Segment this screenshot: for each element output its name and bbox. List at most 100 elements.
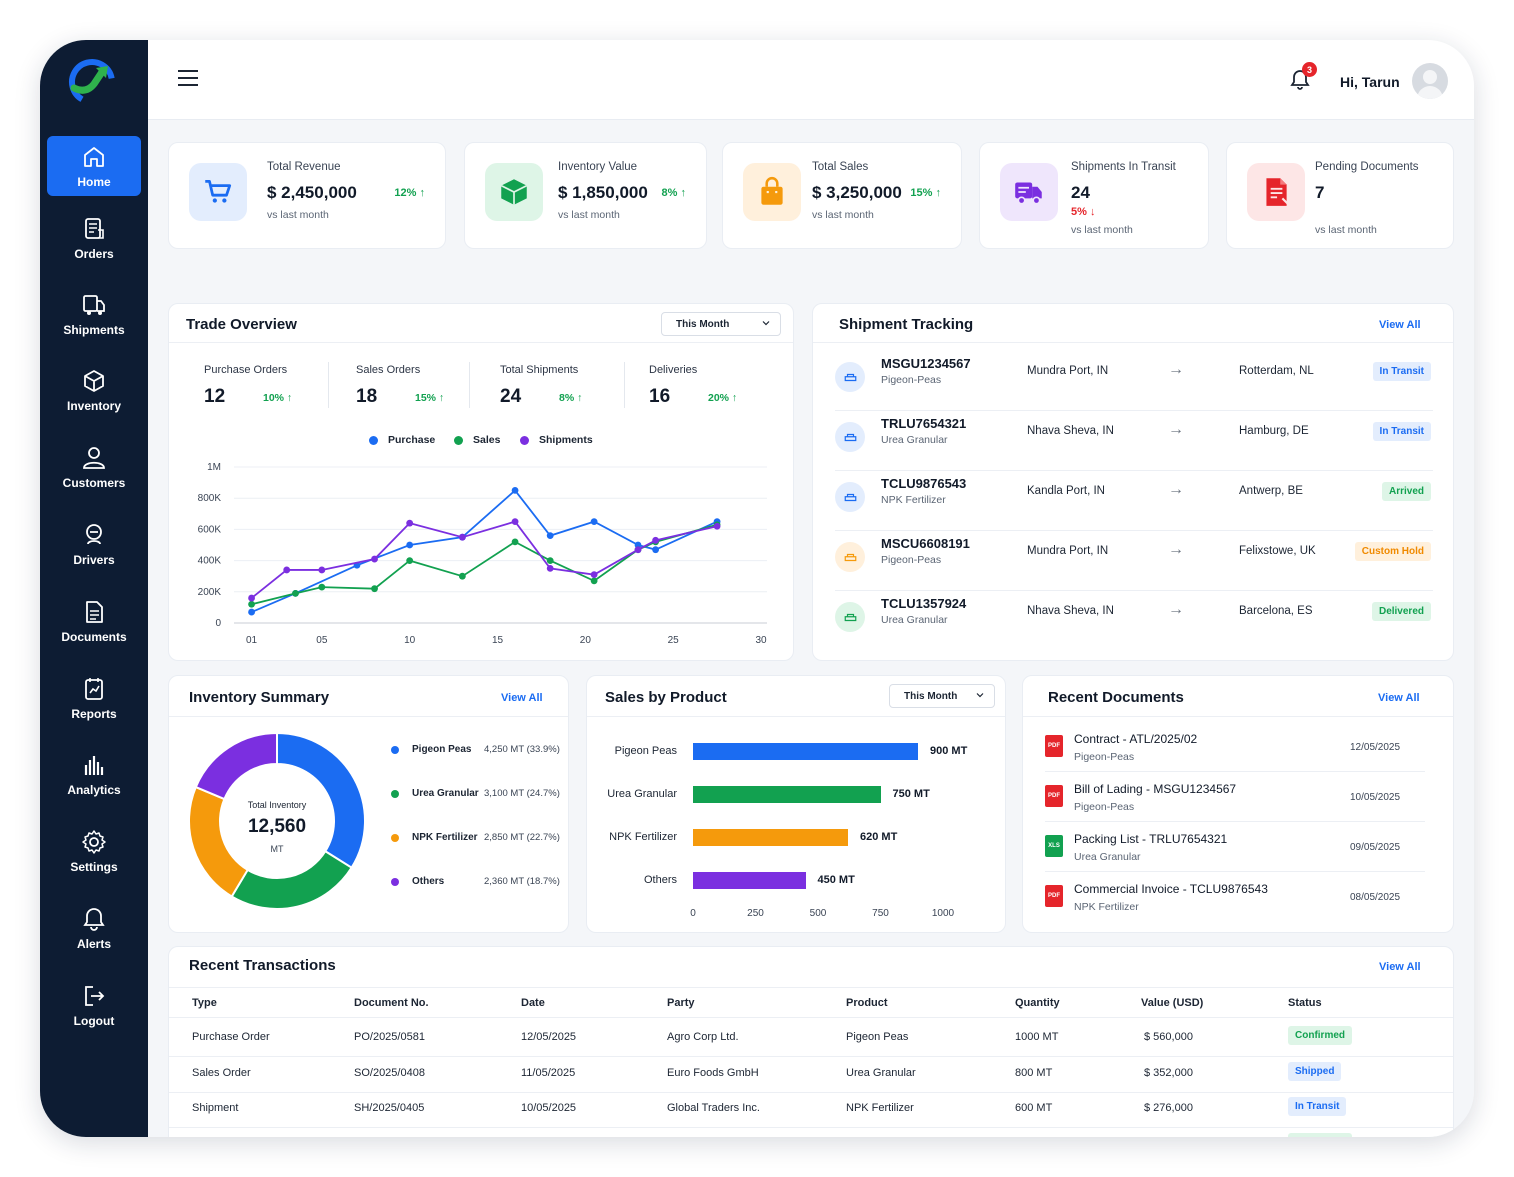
- bar-label: NPK Fertilizer: [609, 831, 677, 843]
- nav-label: Settings: [70, 859, 118, 874]
- documents-view-all-link[interactable]: View All: [1378, 692, 1420, 704]
- kpi-label: Shipments In Transit: [1071, 161, 1176, 173]
- transactions-view-all-link[interactable]: View All: [1379, 961, 1421, 973]
- nav-item-documents[interactable]: Documents: [47, 591, 141, 651]
- truck-icon: [1015, 182, 1042, 205]
- trade-overview-card: Trade Overview This Month Purchase Order…: [168, 303, 794, 661]
- nav-item-analytics[interactable]: Analytics: [47, 744, 141, 804]
- container-ship-icon: [844, 493, 856, 501]
- x-tick-label: 25: [668, 635, 680, 646]
- nav-label: Alerts: [76, 936, 111, 951]
- bar-axis-tick: 500: [809, 908, 827, 919]
- nav-item-inventory[interactable]: Inventory: [47, 360, 141, 420]
- recent-documents-title: Recent Documents: [1048, 689, 1184, 706]
- trade-period-dropdown[interactable]: This Month: [661, 312, 781, 336]
- data-point-shipments: [652, 536, 659, 544]
- shipment-destination: Antwerp, BE: [1239, 485, 1303, 497]
- shipment-product: Urea Granular: [881, 614, 948, 626]
- data-point-sales: [371, 585, 378, 593]
- document-sub: Urea Granular: [1074, 851, 1141, 863]
- table-cell: 10/05/2025: [521, 1102, 577, 1114]
- kpi-label: Total Revenue: [267, 161, 341, 173]
- data-point-shipments: [318, 566, 326, 574]
- table-row[interactable]: Purchase OrderPO/2025/058008/05/2025Farm…: [169, 1130, 1453, 1137]
- trade-stat-label: Deliveries: [649, 364, 698, 376]
- document-title[interactable]: Packing List - TRLU7654321: [1074, 832, 1228, 846]
- menu-icon[interactable]: [178, 70, 198, 88]
- legend-label: Purchase: [388, 434, 436, 446]
- inventory-unit: MT: [270, 844, 284, 854]
- kpi-card: Inventory Value $ 1,850,000 8% ↑ vs last mo…: [464, 142, 707, 249]
- donut-slice-others: [194, 731, 278, 801]
- table-row[interactable]: Sales Order SO/2025/0408 11/05/2025 Euro Fo…: [169, 1059, 1453, 1091]
- container-ship-icon: [844, 613, 856, 621]
- document-date: 10/05/2025: [1350, 792, 1401, 803]
- document-title[interactable]: Bill of Lading - MSGU1234567: [1074, 782, 1237, 796]
- data-point-shipments: [634, 546, 642, 554]
- document-title[interactable]: Commercial Invoice - TCLU9876543: [1074, 882, 1268, 896]
- table-row[interactable]: Purchase Order PO/2025/0581 12/05/2025 Agro…: [169, 1023, 1453, 1055]
- inventory-view-all-link[interactable]: View All: [501, 692, 543, 704]
- trade-overview-title: Trade Overview: [186, 316, 297, 333]
- nav-item-drivers[interactable]: Drivers: [47, 514, 141, 574]
- data-point-shipments: [406, 519, 414, 527]
- shipment-status-badge: In Transit: [1372, 422, 1431, 441]
- kpi-label: Pending Documents: [1315, 161, 1419, 173]
- kpi-icon-wrap: [189, 163, 247, 221]
- table-cell: SH/2025/0405: [354, 1102, 425, 1114]
- nav-label: Inventory: [66, 398, 121, 413]
- document-date: 09/05/2025: [1350, 842, 1401, 853]
- avatar[interactable]: [1412, 63, 1448, 99]
- inventory-item-name: Urea Granular: [412, 788, 479, 799]
- user-greeting[interactable]: Hi, Tarun: [1340, 74, 1400, 90]
- shipment-id[interactable]: TRLU7654321: [881, 416, 967, 431]
- nav-item-settings[interactable]: Settings: [47, 821, 141, 881]
- y-tick-label: 0: [215, 618, 221, 629]
- shipment-destination: Felixstowe, UK: [1239, 545, 1316, 557]
- orders-icon: [85, 217, 104, 239]
- pdf-file-icon: PDF: [1045, 735, 1063, 757]
- nav-item-reports[interactable]: Reports: [47, 668, 141, 728]
- sales-period-dropdown[interactable]: This Month: [889, 684, 995, 708]
- shipment-id[interactable]: TCLU1357924: [881, 596, 967, 611]
- data-point-purchase: [406, 541, 414, 549]
- shipment-id[interactable]: TCLU9876543: [881, 476, 967, 491]
- data-point-sales: [248, 600, 255, 608]
- nav-item-alerts[interactable]: Alerts: [47, 898, 141, 958]
- bar-pigeon-peas: [693, 743, 918, 760]
- bar-axis-tick: 750: [872, 908, 889, 919]
- table-cell: 1000 MT: [1015, 1031, 1059, 1043]
- table-cell: Urea Granular: [846, 1066, 916, 1079]
- transaction-status-badge: In Transit: [1288, 1097, 1347, 1116]
- inventory-item-name: NPK Fertilizer: [412, 832, 478, 843]
- legend-dot: [520, 436, 529, 445]
- kpi-value: $ 3,250,000: [812, 183, 902, 202]
- data-point-purchase: [590, 518, 598, 525]
- bar-axis-tick: 0: [690, 908, 696, 919]
- arrow-right-icon: →: [1168, 361, 1184, 378]
- nav-item-shipments[interactable]: Shipments: [47, 284, 141, 344]
- nav-item-home[interactable]: Home: [47, 136, 141, 196]
- table-cell: 12/05/2025: [521, 1031, 577, 1043]
- shipment-tracking-title: Shipment Tracking: [839, 316, 974, 333]
- notifications-button[interactable]: 3: [1288, 62, 1317, 94]
- nav-item-customers[interactable]: Customers: [47, 437, 141, 497]
- trade-line-chart: 0 200K 400K 600K 800K 1M 01 05 10 15 20 25 30: [198, 462, 767, 646]
- nav-item-orders[interactable]: Orders: [47, 208, 141, 268]
- data-point-purchase: [511, 487, 519, 494]
- document-title[interactable]: Contract - ATL/2025/02: [1074, 732, 1198, 746]
- data-point-shipments: [283, 566, 291, 574]
- table-cell: NPK Fertilizer: [846, 1102, 914, 1114]
- table-row[interactable]: Shipment SH/2025/0405 10/05/2025 Global Tra…: [169, 1094, 1453, 1126]
- trade-stat-value: 16: [649, 386, 671, 407]
- table-header: Party: [667, 997, 695, 1009]
- shipment-icon-wrap: [835, 482, 865, 512]
- container-ship-icon: [844, 373, 856, 381]
- legend-label: Shipments: [539, 434, 593, 446]
- shipment-view-all-link[interactable]: View All: [1379, 319, 1421, 331]
- shipment-id[interactable]: MSGU1234567: [881, 356, 971, 371]
- nav-item-logout[interactable]: Logout: [47, 975, 141, 1035]
- x-tick-label: 01: [246, 635, 258, 646]
- nav-label: Orders: [74, 246, 114, 261]
- shipment-id[interactable]: MSCU6608191: [881, 536, 970, 551]
